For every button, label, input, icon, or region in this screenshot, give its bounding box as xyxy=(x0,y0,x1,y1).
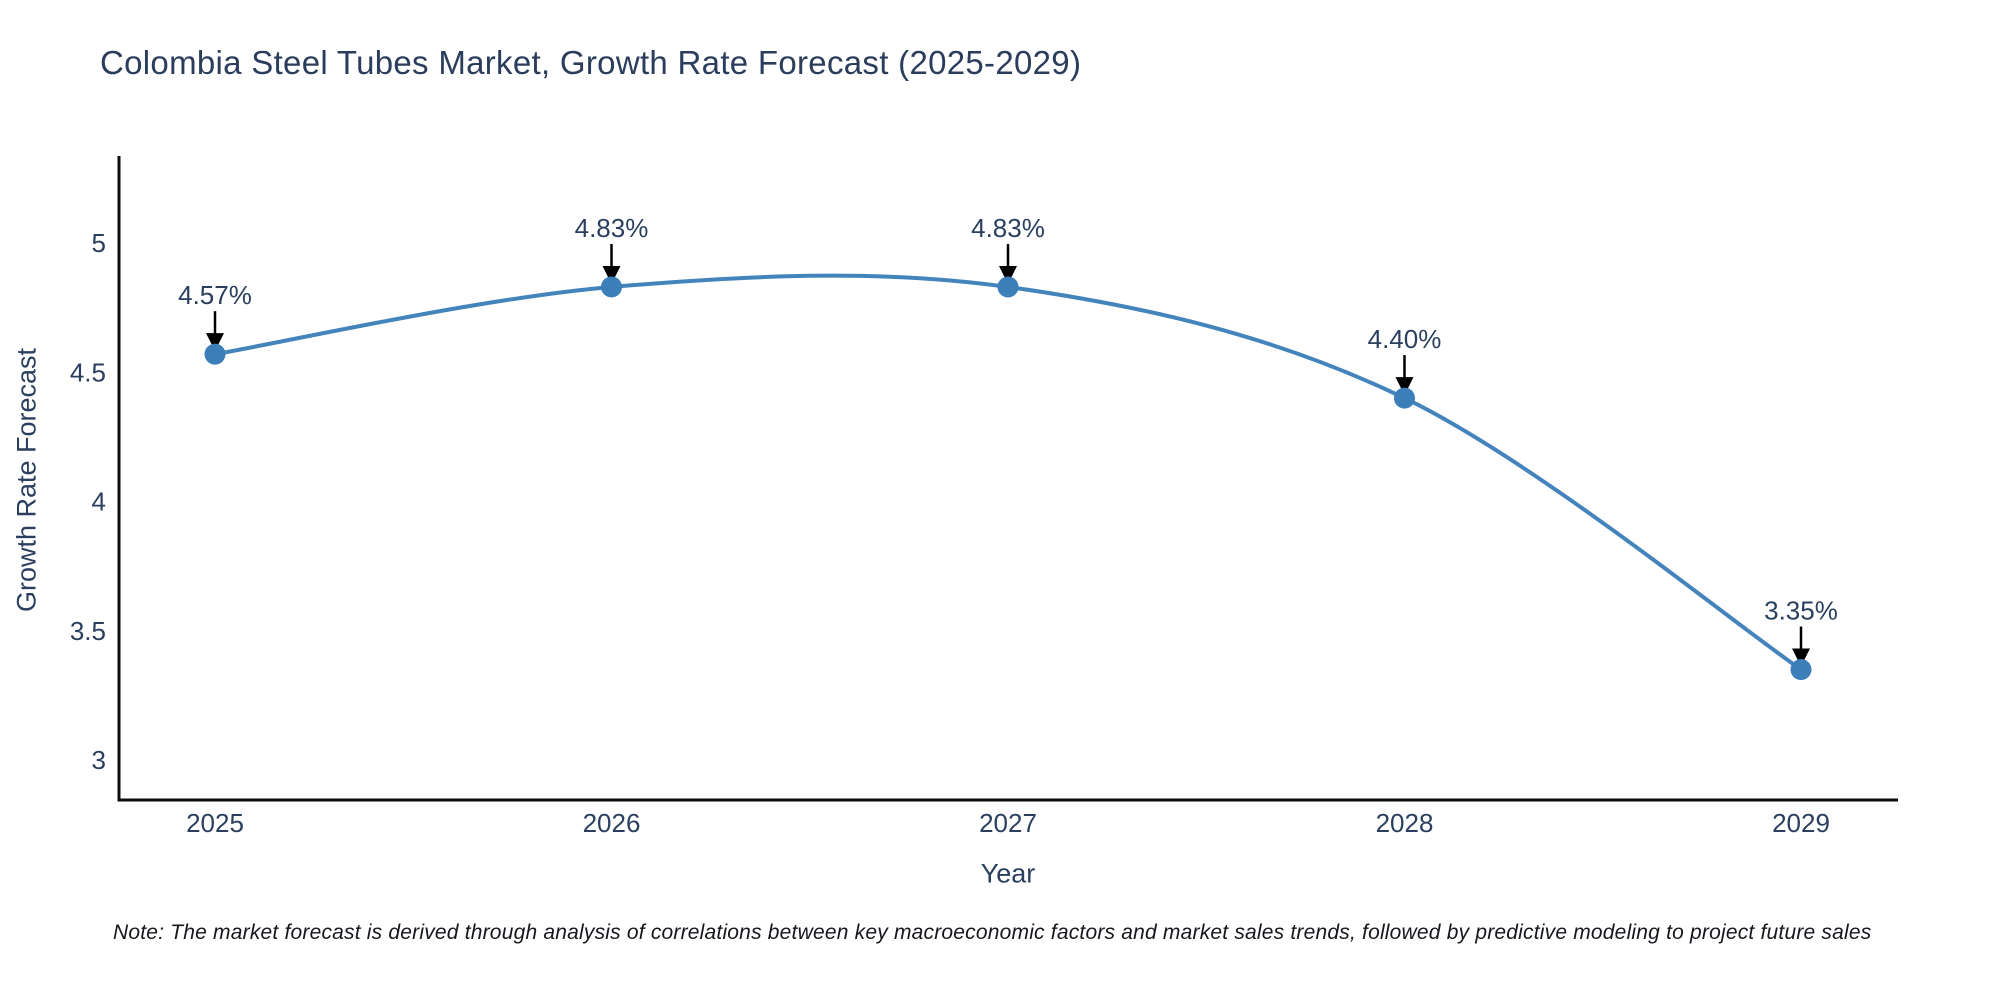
x-tick-label: 2028 xyxy=(1376,808,1434,838)
data-point-marker[interactable] xyxy=(204,343,226,365)
x-tick-label: 2027 xyxy=(979,808,1037,838)
data-point-marker[interactable] xyxy=(997,276,1019,298)
data-point-label: 3.35% xyxy=(1764,596,1838,626)
data-point-label: 4.40% xyxy=(1368,324,1442,354)
annotation-arrowhead-icon xyxy=(602,265,621,284)
y-tick-label: 4.5 xyxy=(70,357,106,387)
x-tick-label: 2025 xyxy=(186,808,244,838)
data-point-marker[interactable] xyxy=(1790,659,1812,681)
annotation-arrowhead-icon xyxy=(206,333,224,352)
x-tick-label: 2026 xyxy=(583,808,641,838)
data-point-label: 4.83% xyxy=(971,213,1045,243)
annotation-arrowhead-icon xyxy=(1395,377,1414,396)
series-line xyxy=(213,273,1803,672)
x-tick-label: 2029 xyxy=(1772,808,1830,838)
y-tick-label: 4 xyxy=(92,487,106,517)
chart-title: Colombia Steel Tubes Market, Growth Rate… xyxy=(100,44,1082,81)
data-point-marker[interactable] xyxy=(1394,387,1415,409)
x-axis-title: Year xyxy=(980,858,1036,889)
annotation-arrowhead-icon xyxy=(999,265,1017,284)
y-tick-label: 3 xyxy=(92,745,106,775)
annotation-arrowhead-icon xyxy=(1792,648,1810,667)
data-point-marker[interactable] xyxy=(601,276,622,298)
y-tick-label: 5 xyxy=(92,228,106,258)
data-point-label: 4.57% xyxy=(178,280,252,310)
footnote: Note: The market forecast is derived thr… xyxy=(113,921,1872,944)
data-point-label: 4.83% xyxy=(575,213,649,243)
y-tick-label: 3.5 xyxy=(70,616,106,646)
y-axis-title: Growth Rate Forecast xyxy=(11,347,42,613)
